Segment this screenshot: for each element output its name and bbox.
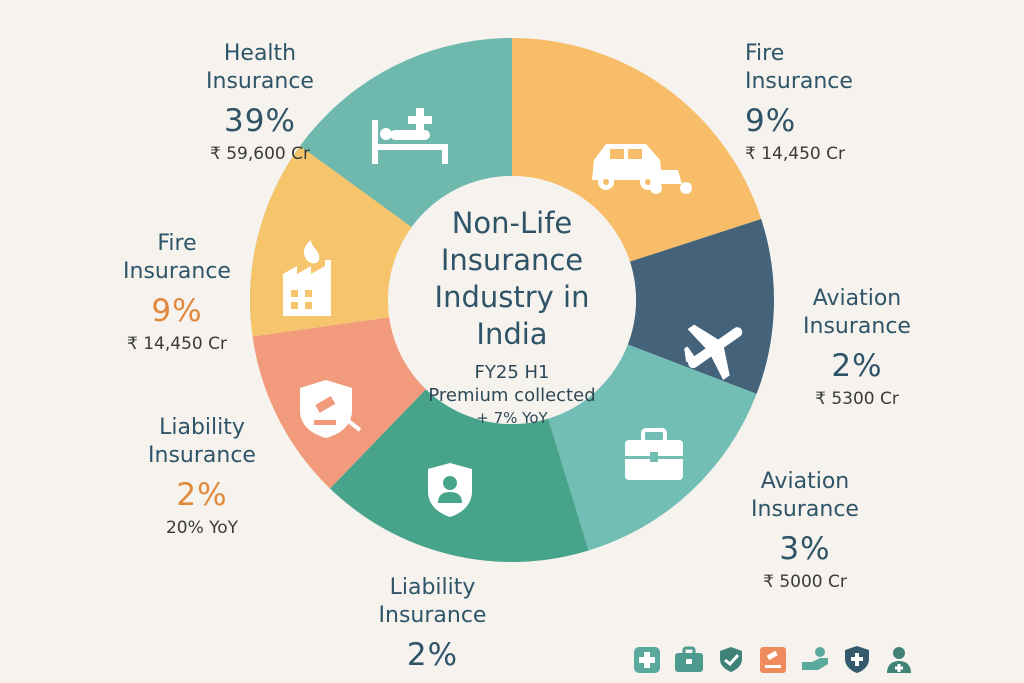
center-growth: + 7% YoY <box>476 409 548 427</box>
label-fire-left: Fire Insurance 9% ₹ 14,450 Cr <box>103 230 251 356</box>
label-name: Health <box>223 41 297 66</box>
label-name: Fire <box>745 41 785 66</box>
label-name: Fire <box>157 231 197 256</box>
label-amount: ₹ 5000 Cr <box>763 572 847 592</box>
label-pct: 9% <box>745 103 797 139</box>
label-aviation-1: Aviation Insurance 2% ₹ 5300 Cr <box>782 285 932 411</box>
center-title-line: India <box>476 317 548 351</box>
label-name: Insurance <box>751 497 859 522</box>
center-title-line: Non-Life <box>451 206 573 240</box>
label-pct: 2% <box>176 477 228 513</box>
gavel-icon <box>760 647 786 673</box>
slice-aviation-1 <box>627 219 774 394</box>
person-plus-icon <box>887 647 911 673</box>
label-aviation-2: Aviation Insurance 3% ₹ 5000 Cr <box>730 468 880 594</box>
label-pct: 2% <box>406 637 459 673</box>
hand-coin-icon <box>802 647 828 670</box>
label-name: Insurance <box>206 69 314 94</box>
shield-plus-icon <box>845 646 869 673</box>
airplane-icon <box>684 324 743 380</box>
car-scooter-icon <box>592 144 692 194</box>
label-name: Insurance <box>745 69 853 94</box>
label-amount: 20% YoY <box>165 518 239 538</box>
label-health: Health Insurance 39% ₹ 59,600 Cr <box>180 40 340 166</box>
donut-hole <box>388 176 636 424</box>
hand-shield-icon <box>720 647 742 672</box>
health-plus-icon <box>634 647 660 673</box>
label-pct: 3% <box>779 531 831 567</box>
label-amount: ₹ 5300 Cr <box>815 389 899 409</box>
label-amount: ₹ 14,450 Cr <box>127 334 227 354</box>
hospital-bed-icon <box>372 108 448 164</box>
center-subtitle2: Premium collected <box>428 385 596 406</box>
label-name: Aviation <box>812 286 902 311</box>
label-name: Liability <box>159 415 245 440</box>
label-name: Insurance <box>803 314 911 339</box>
center-subtitle: FY25 H1 <box>474 362 550 383</box>
label-pct: 39% <box>224 103 296 139</box>
person-shield-icon <box>428 463 472 517</box>
label-name: Aviation <box>760 469 850 494</box>
label-name: Insurance <box>378 603 487 628</box>
gavel-shield-icon <box>300 380 362 438</box>
label-pct: 9% <box>151 293 203 329</box>
label-liability-bottom: Liability Insurance 2% <box>355 574 510 676</box>
center-text: Non-Life Insurance Industry in India FY2… <box>400 205 624 429</box>
label-pct: 2% <box>831 348 883 384</box>
briefcase-icon <box>625 428 683 480</box>
briefcase-icon <box>675 646 703 672</box>
center-title-line: Insurance <box>440 243 584 277</box>
label-amount: ₹ 59,600 Cr <box>210 144 310 164</box>
label-name: Insurance <box>148 443 256 468</box>
icon-row <box>634 646 911 673</box>
factory-fire-icon <box>283 240 331 316</box>
label-amount: ₹ 14,450 Cr <box>745 144 845 164</box>
label-fire-right: Fire Insurance 9% ₹ 14,450 Cr <box>745 40 895 166</box>
label-name: Insurance <box>123 259 231 284</box>
center-title-line: Industry in <box>434 280 590 314</box>
label-liability-left: Liability Insurance 2% 20% YoY <box>128 414 276 540</box>
label-name: Liability <box>389 575 476 600</box>
